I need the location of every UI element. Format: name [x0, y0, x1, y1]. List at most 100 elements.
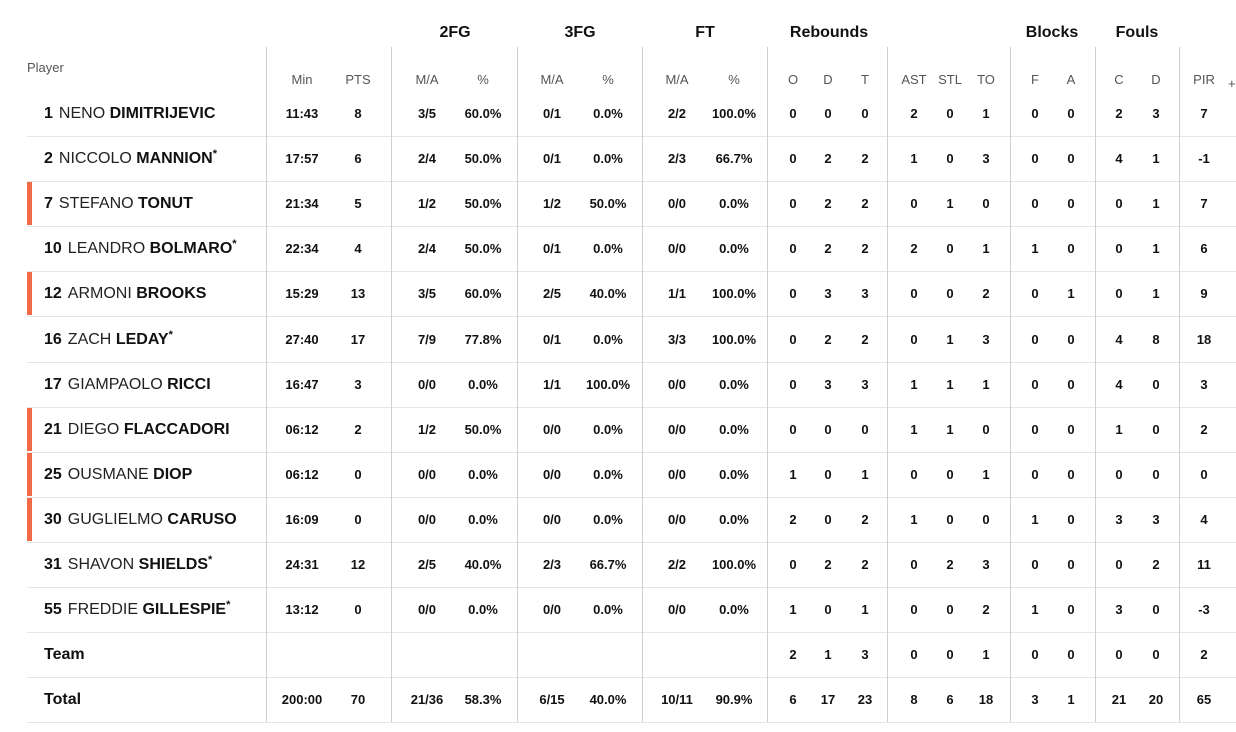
player-row[interactable]: 55 FREDDIE GILLESPIE* 13:12 0 0/0 0.0% 0/0 0.0%… — [27, 587, 1236, 634]
total-row: Total 200:00 70 21/36 58.3% 6/15 40.0% 10/11 90.… — [27, 677, 1236, 724]
stat-cell: 27:40 — [285, 331, 319, 347]
player-name-cell[interactable]: 31 SHAVON SHIELDS* — [44, 542, 212, 587]
player-name-cell[interactable]: 30 GUGLIELMO CARUSO — [44, 497, 237, 542]
first-name: GUGLIELMO — [67, 510, 163, 528]
player-name-cell[interactable]: 17 GIAMPAOLO RICCI — [44, 362, 211, 407]
stat-cell: 100.0% — [711, 286, 757, 302]
player-row[interactable]: 17 GIAMPAOLO RICCI 16:47 3 0/0 0.0% 1/1 100.0% 0… — [27, 362, 1236, 408]
stat-cell: 0.0% — [593, 241, 623, 257]
player-row[interactable]: 31 SHAVON SHIELDS* 24:31 12 2/5 40.0% 2/3 66.7%… — [27, 542, 1236, 588]
stat-cell: 0.0% — [468, 466, 498, 482]
player-name-cell[interactable]: 10 LEANDRO BOLMARO* — [44, 226, 237, 271]
first-name: ZACH — [67, 330, 112, 348]
stat-cell: 0 — [789, 286, 797, 302]
stat-cell: 2 — [946, 557, 954, 572]
more-columns-toggle[interactable]: + — [1228, 76, 1236, 91]
stat-cell: 1/2 — [542, 196, 562, 212]
stat-cell: 4 — [1115, 331, 1123, 347]
player-row[interactable]: 16 ZACH LEDAY* 27:40 17 7/9 77.8% 0/1 0.0% 3/3 10… — [27, 317, 1236, 363]
column-header-14: F — [1031, 72, 1039, 87]
player-name-cell[interactable]: 7 STEFANO TONUT — [44, 181, 193, 226]
stat-cell: 2/3 — [667, 151, 687, 167]
stat-cell: 0/0 — [542, 511, 562, 527]
stat-cell: 1 — [982, 647, 990, 663]
stat-cell: 3/5 — [417, 106, 437, 121]
stat-cell: 0/0 — [417, 466, 437, 482]
stat-cell: 8 — [354, 106, 362, 121]
stat-cell: 0 — [910, 466, 918, 482]
stat-cell: 100.0% — [585, 376, 631, 392]
stat-cell: 2 — [824, 241, 832, 257]
stat-cell: 21/36 — [410, 692, 444, 708]
stat-cell: 0 — [910, 331, 918, 347]
stat-cell: 0 — [1067, 557, 1075, 572]
stat-cell: 0 — [1067, 376, 1075, 392]
stat-cell: 3 — [982, 557, 990, 572]
player-row[interactable]: 10 LEANDRO BOLMARO* 22:34 4 2/4 50.0% 0/1 0.0% 0… — [27, 226, 1236, 273]
player-row[interactable]: 7 STEFANO TONUT 21:34 5 1/2 50.0% 1/2 50.0% 0/0 0… — [27, 181, 1236, 228]
player-row[interactable]: 2 NICCOLO MANNION* 17:57 6 2/4 50.0% 0/1 0.0% 2/… — [27, 136, 1236, 183]
stat-cell: 2/4 — [417, 151, 437, 167]
stat-cell: 1 — [910, 151, 918, 167]
last-name: LEDAY — [115, 330, 169, 348]
stat-cell: 2 — [861, 557, 869, 572]
player-name-cell[interactable]: 55 FREDDIE GILLESPIE* — [44, 587, 230, 632]
group-3fg: 3FG — [564, 24, 596, 41]
stat-cell: 0 — [1115, 557, 1123, 572]
stat-cell: 3 — [982, 331, 990, 347]
stat-cell: 1 — [982, 376, 990, 392]
player-row[interactable]: 1 NENO DIMITRIJEVIC 11:43 8 3/5 60.0% 0/1 0.0% 2… — [27, 91, 1236, 137]
stat-cell: 0 — [910, 286, 918, 302]
player-row[interactable]: 21 DIEGO FLACCADORI 06:12 2 1/2 50.0% 0/0 0.0% 0… — [27, 407, 1236, 453]
stat-cell: 1 — [910, 376, 918, 392]
player-row[interactable]: 25 OUSMANE DIOP 06:12 0 0/0 0.0% 0/0 0.0% 0/0 0.0… — [27, 452, 1236, 498]
player-name-cell[interactable]: 12 ARMONI BROOKS — [44, 271, 206, 316]
column-divider — [1095, 47, 1096, 722]
stat-cell: 0 — [910, 196, 918, 212]
stat-cell: 0.0% — [719, 196, 749, 212]
jersey-number: 1 — [44, 105, 53, 122]
stat-cell: 0 — [1067, 331, 1075, 347]
stat-cell: 16:09 — [285, 511, 319, 527]
stat-cell: 0/0 — [542, 602, 562, 618]
stat-cell — [582, 632, 634, 677]
stat-cell: 0.0% — [593, 511, 623, 527]
player-name-cell[interactable]: 25 OUSMANE DIOP — [44, 452, 192, 497]
stat-cell: 0.0% — [593, 466, 623, 482]
column-header-17: D — [1151, 72, 1161, 87]
stat-cell — [276, 632, 328, 677]
stat-cell: -1 — [1198, 151, 1210, 167]
first-name: NICCOLO — [58, 150, 132, 168]
stat-cell: 0.0% — [593, 331, 623, 347]
stat-cell: 0.0% — [593, 602, 623, 618]
column-header-8: O — [787, 72, 799, 87]
stat-cell: 0 — [1115, 241, 1123, 257]
last-name: RICCI — [167, 375, 211, 393]
stat-cell: 3 — [1152, 106, 1160, 121]
stat-cell: 0 — [1200, 466, 1208, 482]
player-name-cell[interactable]: 21 DIEGO FLACCADORI — [44, 407, 230, 452]
stat-cell: 1 — [1152, 241, 1160, 257]
first-name: OUSMANE — [67, 465, 149, 483]
first-name: SHAVON — [67, 556, 135, 573]
group-rebounds: Rebounds — [789, 24, 869, 41]
player-name-cell[interactable]: 2 NICCOLO MANNION* — [44, 136, 217, 181]
stat-cell — [651, 632, 703, 677]
stat-cell: 2 — [910, 241, 918, 257]
player-row[interactable]: 30 GUGLIELMO CARUSO 16:09 0 0/0 0.0% 0/0 0.0% 0/… — [27, 497, 1236, 543]
stat-cell: 0.0% — [468, 511, 498, 527]
stat-cell: 1 — [946, 376, 954, 392]
player-name-cell[interactable]: 16 ZACH LEDAY* — [44, 317, 173, 362]
group-ft: FT — [695, 24, 715, 41]
stat-cell: 0/0 — [542, 466, 562, 482]
player-name-cell[interactable]: 1 NENO DIMITRIJEVIC — [44, 91, 215, 136]
stat-cell: 18 — [978, 692, 994, 708]
stat-cell: 50.0% — [464, 241, 502, 257]
stat-cell: 0/1 — [542, 106, 562, 121]
jersey-number: 7 — [44, 195, 53, 213]
stat-cell: 2/5 — [417, 557, 437, 572]
last-name: DIMITRIJEVIC — [109, 105, 216, 122]
player-row[interactable]: 12 ARMONI BROOKS 15:29 13 3/5 60.0% 2/5 40.0% 1/… — [27, 271, 1236, 318]
stat-cell: 3 — [861, 647, 869, 663]
stat-cell: 1 — [1115, 421, 1123, 437]
